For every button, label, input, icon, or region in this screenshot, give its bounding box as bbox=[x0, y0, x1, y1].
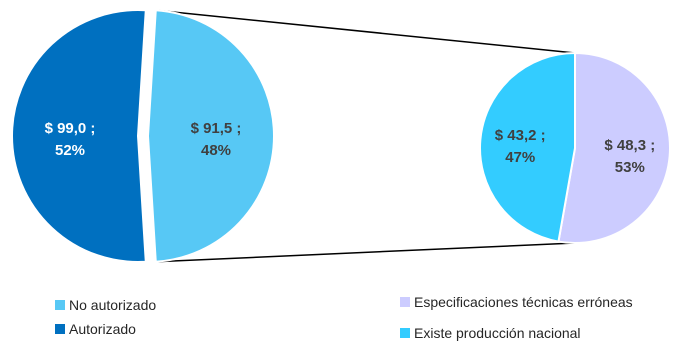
main-slice-no-autorizado bbox=[146, 9, 275, 263]
connector-line-top bbox=[155, 9, 576, 54]
legend-swatch-existe-produccion-nacional bbox=[400, 328, 410, 338]
secondary-pie: $ 48,3 ; 53% $ 43,2 ; 47% bbox=[479, 51, 671, 244]
legend-swatch-no-autorizado bbox=[55, 300, 65, 310]
secondary-label-value-existe-produccion-nacional: $ 43,2 ; bbox=[495, 127, 546, 144]
legend-label-no-autorizado: No autorizado bbox=[69, 297, 156, 313]
legend-swatch-especificaciones-tecnicas-erroneas bbox=[400, 297, 410, 307]
legend: No autorizado Autorizado Especificaciones … bbox=[55, 294, 633, 341]
legend-label-autorizado: Autorizado bbox=[69, 321, 136, 337]
legend-label-especificaciones-tecnicas-erroneas: Especificaciones técnicas erróneas bbox=[414, 294, 633, 310]
secondary-slice-especificaciones-tecnicas-erroneas bbox=[557, 51, 671, 244]
secondary-label-value-especificaciones-tecnicas-erroneas: $ 48,3 ; bbox=[604, 137, 655, 154]
main-label-percent-no-autorizado: 48% bbox=[201, 142, 231, 159]
main-label-percent-autorizado: 52% bbox=[55, 142, 85, 159]
secondary-label-percent-especificaciones-tecnicas-erroneas: 53% bbox=[615, 159, 645, 176]
secondary-label-especificaciones-tecnicas-erroneas: $ 48,3 ; 53% bbox=[604, 137, 655, 176]
connector-lines bbox=[155, 9, 576, 263]
secondary-slice-existe-produccion-nacional bbox=[479, 51, 576, 243]
main-pie: $ 99,0 ; 52% $ 91,5 ; 48% bbox=[10, 9, 275, 263]
main-label-autorizado: $ 99,0 ; 52% bbox=[45, 120, 96, 159]
main-label-no-autorizado: $ 91,5 ; 48% bbox=[191, 120, 242, 159]
legend-label-existe-produccion-nacional: Existe producción nacional bbox=[414, 325, 581, 341]
main-label-value-autorizado: $ 99,0 ; bbox=[45, 120, 96, 137]
connector-line-bottom bbox=[155, 242, 576, 263]
main-slice-autorizado bbox=[10, 9, 147, 263]
legend-swatch-autorizado bbox=[55, 324, 65, 334]
secondary-label-percent-existe-produccion-nacional: 47% bbox=[505, 149, 535, 166]
secondary-label-existe-produccion-nacional: $ 43,2 ; 47% bbox=[495, 127, 546, 166]
main-label-value-no-autorizado: $ 91,5 ; bbox=[191, 120, 242, 137]
